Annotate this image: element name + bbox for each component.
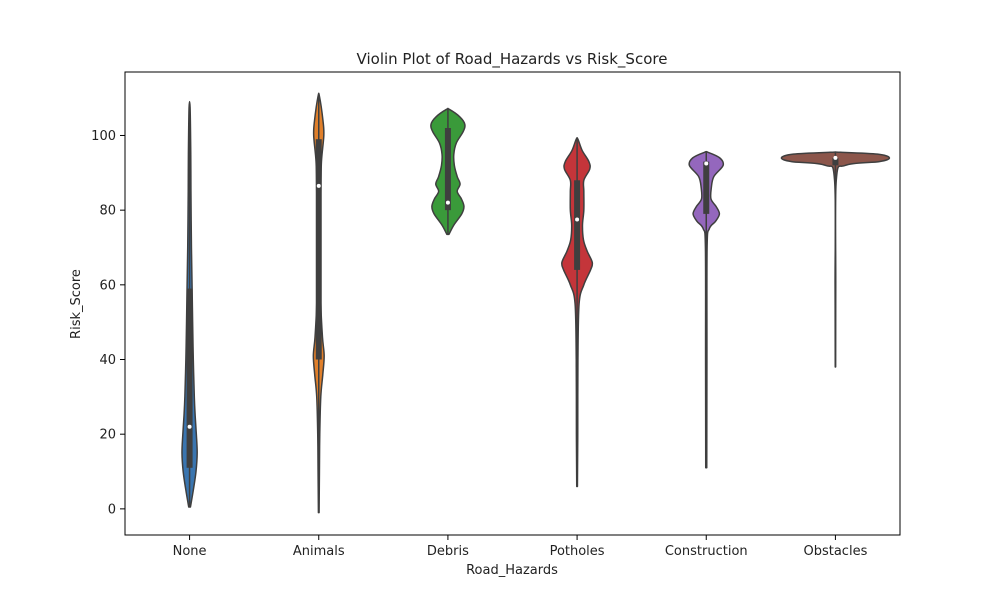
violin-obstacles (780, 151, 891, 368)
median-marker (187, 424, 192, 429)
iqr-box (186, 288, 193, 468)
y-tick-label: 0 (108, 502, 116, 517)
median-marker (704, 161, 709, 166)
median-marker (445, 200, 450, 205)
median-marker (316, 183, 321, 188)
plot-frame (124, 71, 901, 536)
y-axis: 0 20 40 60 80 100 (91, 129, 125, 517)
iqr-box (703, 161, 710, 214)
x-tick-label: Animals (293, 544, 345, 559)
x-axis: None Animals Debris Potholes Construction Obs… (173, 535, 868, 559)
median-marker (833, 155, 838, 160)
y-tick-label: 20 (99, 428, 116, 443)
violin-potholes (560, 137, 594, 488)
violin-construction (688, 150, 725, 469)
x-tick-label: None (173, 544, 207, 559)
violin-animals (312, 92, 325, 514)
iqr-box (574, 180, 581, 270)
iqr-box (315, 139, 322, 360)
x-tick-label: Potholes (550, 544, 605, 559)
violins-layer (181, 92, 891, 514)
iqr-box (832, 157, 839, 166)
x-tick-label: Debris (427, 544, 469, 559)
y-tick-label: 40 (99, 353, 116, 368)
iqr-box (444, 128, 451, 211)
y-tick-label: 80 (99, 204, 116, 219)
y-tick-label: 60 (99, 278, 116, 293)
x-axis-label: Road_Hazards (466, 563, 558, 578)
median-marker (575, 217, 580, 222)
chart-title: Violin Plot of Road_Hazards vs Risk_Scor… (357, 50, 668, 69)
y-tick-label: 100 (91, 129, 116, 144)
violin-none (181, 100, 198, 508)
x-tick-label: Construction (665, 544, 748, 559)
violin-debris (430, 107, 466, 236)
x-tick-label: Obstacles (803, 544, 867, 559)
y-axis-label: Risk_Score (69, 269, 84, 339)
